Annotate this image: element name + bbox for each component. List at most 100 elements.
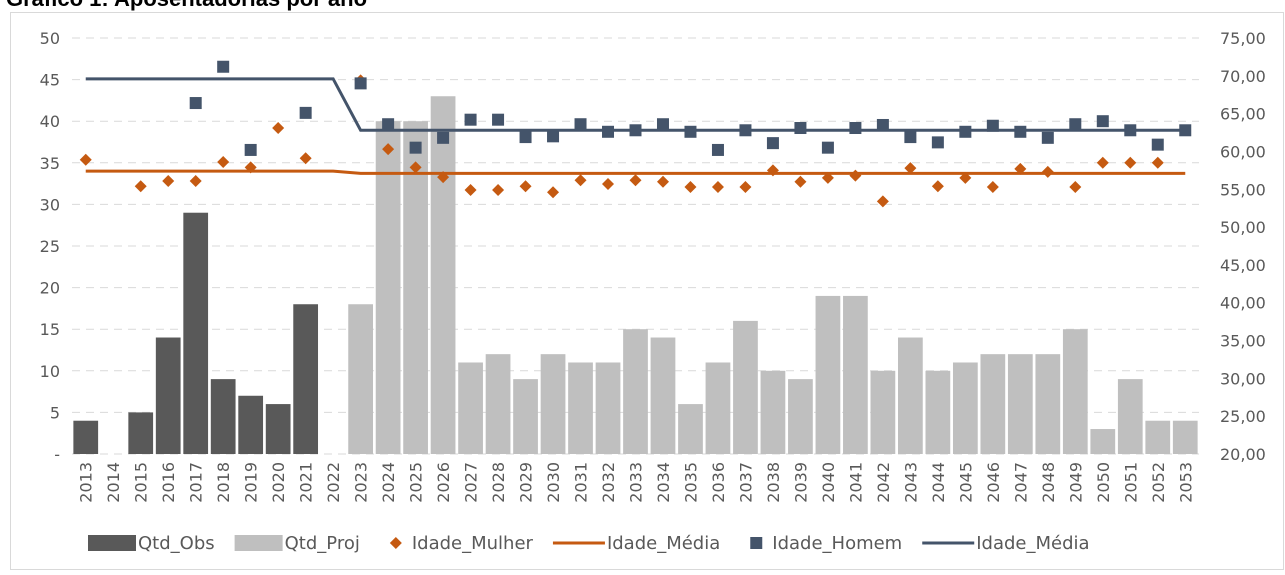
x-tick-label: 2028 [489,462,508,503]
legend-label: Idade_Homem [772,533,902,554]
bar [980,354,1006,454]
y2-tick-label: 40,00 [1220,294,1266,313]
x-tick-label: 2038 [764,462,783,503]
diamond-marker [1041,165,1054,178]
bar [1172,420,1198,454]
bar [1035,354,1061,454]
x-tick-label: 2040 [819,462,838,503]
bar [265,404,291,454]
square-marker [244,143,257,156]
x-tick-label: 2025 [407,462,426,503]
x-tick-label: 2053 [1176,462,1195,503]
x-tick-label: 2015 [132,462,151,503]
x-tick-label: 2044 [929,462,948,503]
diamond-marker [1069,181,1082,194]
diamond-marker [986,181,999,194]
diamond-marker [189,174,202,187]
bar [815,295,841,454]
line [85,169,1186,175]
square-marker [409,141,422,154]
diamond-marker [492,184,505,197]
bar [1090,429,1116,454]
bar [155,337,181,454]
square-marker [189,97,202,110]
bar [348,304,373,454]
x-tick-label: 2035 [681,462,700,503]
diamond-marker [794,175,807,188]
x-tick-label: 2033 [627,462,646,503]
diamond-marker [217,156,230,169]
bar [568,362,593,454]
diamond-marker [79,153,92,166]
legend-swatch [389,537,402,549]
bar [678,404,703,454]
bar [788,379,813,454]
y-tick-label: 15 [40,320,60,339]
x-tick-label: 2024 [379,462,398,503]
legend-label: Idade_Mulher [412,533,534,554]
legend-label: Qtd_Obs [138,533,215,554]
y2-tick-label: 75,00 [1220,29,1266,48]
square-marker [602,125,615,138]
x-tick-label: 2047 [1011,462,1030,503]
x-tick-label: 2029 [517,462,536,503]
y2-tick-label: 55,00 [1220,180,1266,199]
legend-swatch [234,535,283,551]
square-marker [849,122,862,135]
bar [513,379,538,454]
x-tick-label: 2027 [462,462,481,503]
square-marker [547,130,560,143]
bar [128,412,154,454]
bar [952,362,978,454]
bar [458,362,483,454]
x-tick-label: 2013 [77,462,96,503]
y-tick-label: 45 [40,71,60,90]
x-tick-label: 2048 [1039,462,1058,503]
diamond-marker [574,174,587,187]
diamond-marker [821,171,834,184]
square-marker [1096,115,1109,128]
diamond-marker [849,169,862,182]
diamond-marker [959,171,972,184]
x-tick-label: 2032 [599,462,618,503]
legend-label: Qtd_Proj [285,533,360,554]
y2-tick-label: 35,00 [1220,332,1266,351]
square-marker [931,136,944,149]
bar [705,362,731,454]
x-tick-label: 2043 [901,462,920,503]
diamond-marker [547,186,560,199]
x-tick-label: 2023 [352,462,371,503]
diamond-marker [656,175,669,188]
legend-label: Idade_Média [607,533,720,554]
x-tick-label: 2031 [572,462,591,503]
x-tick-label: 2021 [297,462,316,503]
y-tick-label: 25 [40,237,60,256]
bar [623,329,648,454]
diamond-marker [684,181,697,194]
x-tick-label: 2030 [544,462,563,503]
x-tick-label: 2014 [104,462,123,503]
diamond-marker [711,181,724,194]
x-tick-label: 2019 [242,462,261,503]
square-marker [1014,125,1027,138]
x-tick-label: 2017 [187,462,206,503]
chart-title: Gráfico 1: Aposentadorias por ano [6,0,367,11]
square-marker [794,122,807,135]
y-tick-label: 35 [40,154,60,173]
x-tick-label: 2022 [324,462,343,503]
y2-tick-label: 45,00 [1220,256,1266,275]
x-tick-label: 2045 [956,462,975,503]
x-tick-label: 2020 [269,462,288,503]
diamond-marker [1124,156,1137,169]
y-tick-label: 30 [40,195,60,214]
diamond-marker [272,122,285,135]
bar [73,420,99,454]
square-marker [217,60,230,73]
diamond-marker [904,162,917,175]
y-tick-label: 10 [40,362,60,381]
x-tick-label: 2016 [159,462,178,503]
bar [733,320,758,454]
bar [210,379,236,454]
y-tick-label: 50 [40,29,60,48]
